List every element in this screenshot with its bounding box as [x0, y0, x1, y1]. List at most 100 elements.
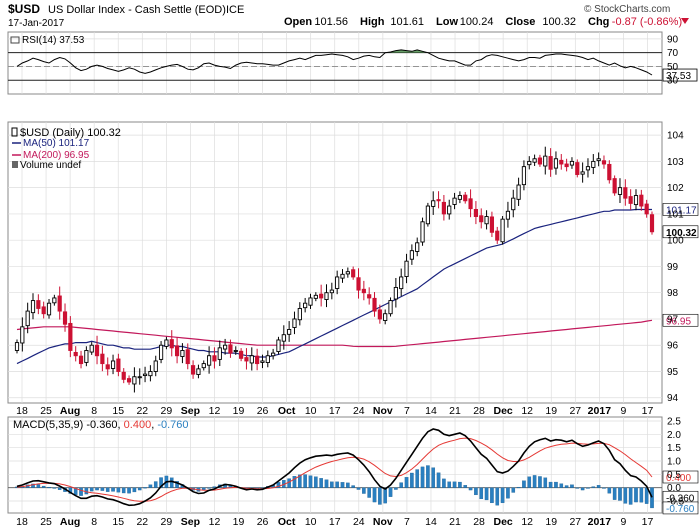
macd-y-tick: 0.5	[667, 470, 681, 481]
down-arrow-icon	[681, 18, 689, 24]
x-tick-label: 17	[329, 405, 341, 417]
candle-body	[479, 215, 484, 223]
candle-body	[153, 360, 158, 372]
macd-histogram-bar	[554, 481, 558, 488]
candle-body	[201, 363, 206, 369]
candle-body	[313, 294, 318, 299]
price-plot: 101.17 100.32 96.95	[14, 146, 699, 393]
candle-body	[89, 344, 94, 353]
x-tick-label: 25	[40, 516, 52, 528]
price-y-tick: 97	[667, 314, 679, 325]
macd-histogram-bar	[564, 485, 569, 488]
candle-body	[564, 163, 569, 168]
candle-body	[319, 293, 324, 299]
macd-histogram-bar	[586, 487, 590, 489]
candle-body	[409, 250, 414, 260]
macd-histogram-bar	[463, 485, 468, 488]
price-y-tick: 103	[667, 157, 684, 168]
x-tick-label: Oct	[278, 405, 296, 417]
rsi-last-value: 37.53	[666, 71, 691, 82]
macd-histogram-bar	[31, 483, 35, 488]
candle-body	[628, 196, 633, 204]
macd-histogram-bar	[36, 484, 41, 488]
macd-line	[16, 428, 653, 507]
x-tick-label: 27	[569, 516, 581, 528]
macd-legend-sep: ,	[151, 419, 157, 431]
ma200-line	[16, 319, 653, 348]
candle-body	[388, 300, 393, 315]
x-tick-label: 24	[353, 405, 365, 417]
y-axes: 90 70 50 30 104 103 102 101 100 99 98 97 96 95 94 2.5 2.…	[667, 34, 685, 507]
macd-histogram-bar	[415, 469, 420, 488]
candle-body	[244, 357, 249, 362]
macd-histogram-bar	[111, 487, 115, 492]
candle-body	[62, 311, 68, 325]
macd-histogram-bar	[596, 485, 601, 488]
macd-legend-text: MACD(5,35,9) -0.360, 0.400, -0.760	[13, 419, 189, 431]
volume-legend-text: Volume undef	[20, 160, 81, 171]
ohlc-value: 101.61	[390, 16, 424, 28]
macd-histogram-bar	[153, 481, 158, 488]
candle-body	[100, 353, 105, 365]
macd-histogram-bar	[426, 465, 430, 488]
candle-body	[169, 339, 174, 349]
ohlc-value: -0.87 (-0.86%)	[612, 16, 682, 28]
macd-histogram-bar	[442, 478, 446, 488]
macd-histogram-bar	[79, 487, 83, 496]
x-tick-label: 12	[209, 405, 221, 417]
macd-histogram-bar	[580, 487, 585, 491]
candle-body	[457, 195, 462, 200]
macd-histogram-bar	[484, 487, 489, 501]
macd-histogram-bar	[169, 477, 174, 488]
candle-body	[329, 289, 334, 294]
macd-histogram-bar	[148, 484, 153, 488]
x-tick-label: 19	[545, 405, 557, 417]
x-tick-label: 2017	[588, 405, 612, 417]
macd-histogram-bar	[340, 482, 345, 488]
candle-body	[596, 158, 601, 162]
macd-histogram-bar	[394, 487, 398, 490]
macd-histogram-bar	[84, 487, 89, 495]
candle-body	[36, 300, 41, 309]
macd-histogram-bar	[175, 481, 179, 488]
candle-body	[41, 306, 46, 315]
macd-legend-values: MACD(5,35,9) -0.360,	[13, 419, 124, 431]
candle-body	[126, 378, 132, 383]
chart-date: 17-Jan-2017	[8, 18, 65, 29]
x-tick-label: 26	[257, 516, 269, 528]
x-tick-label: 8	[91, 405, 97, 417]
macd-histogram-bar	[143, 487, 147, 489]
macd-histogram-bar	[495, 487, 500, 506]
candle-body	[223, 344, 228, 350]
candle-body	[543, 155, 548, 167]
candle-body	[345, 271, 350, 275]
x-tick-label: 7	[404, 516, 410, 528]
candle-body	[335, 276, 340, 289]
candle-body	[308, 297, 313, 306]
candle-body	[436, 199, 441, 202]
macd-histogram-bar	[324, 479, 329, 488]
candle-body	[617, 187, 623, 195]
x-tick-label: 19	[545, 516, 557, 528]
candle-body	[276, 339, 281, 352]
macd-histogram-bar	[212, 486, 217, 488]
macd-histogram-bar	[431, 467, 436, 488]
x-tick-label: 28	[473, 405, 485, 417]
rsi-y-tick: 50	[667, 62, 679, 73]
candle-body	[537, 157, 543, 165]
ma200-legend-text: MA(200) 96.95	[23, 150, 90, 161]
candle-body	[367, 294, 372, 299]
brand-watermark: © StockCharts.com	[584, 4, 670, 15]
macd-histogram-bar	[41, 485, 46, 488]
macd-histogram-bar	[527, 476, 532, 488]
candle-body	[20, 326, 25, 344]
macd-histogram-bar	[474, 487, 478, 496]
rsi-y-tick: 70	[667, 48, 679, 59]
macd-plot: 0.400 -0.360-0.760	[8, 428, 699, 515]
candle-body	[30, 300, 36, 314]
candle-body	[580, 171, 585, 175]
macd-y-tick: 0.0	[667, 483, 681, 494]
candle-body	[196, 368, 201, 375]
ohlc-value: 101.56	[314, 16, 348, 28]
